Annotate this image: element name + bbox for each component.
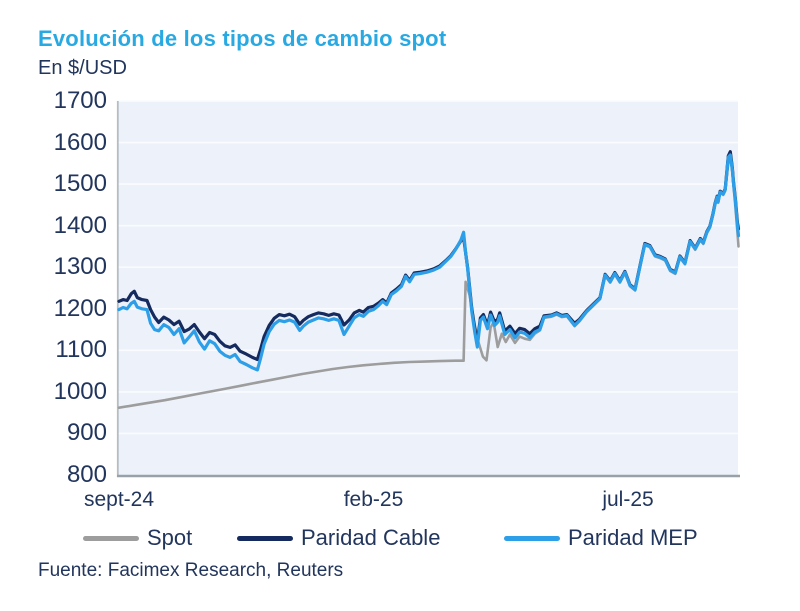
paridad-cable-line-swatch (237, 535, 293, 541)
y-tick-label: 1200 (53, 294, 107, 322)
x-tick-label: feb-25 (343, 488, 404, 511)
y-tick-label: 1400 (53, 211, 107, 239)
y-tick-label: 1700 (53, 87, 107, 114)
legend-item-paridad-cable: Paridad Cable (237, 525, 440, 551)
source-note: Fuente: Facimex Research, Reuters (38, 560, 344, 581)
y-tick-label: 1500 (53, 170, 107, 198)
y-tick-label: 1300 (53, 253, 107, 281)
y-tick-label: 900 (66, 419, 107, 447)
chart-title: Evolución de los tipos de cambio spot (38, 26, 447, 51)
legend-label-paridad-cable: Paridad Cable (301, 525, 441, 550)
legend-item-paridad-mep: Paridad MEP (504, 525, 698, 551)
y-tick-label: 1100 (55, 336, 107, 364)
y-tick-label: 1000 (53, 377, 107, 405)
spot-line-swatch (83, 535, 139, 541)
y-axis-unit-label: En $/USD (38, 57, 127, 79)
paridad-mep-line-swatch (504, 535, 560, 541)
legend-item-spot: Spot (83, 525, 192, 551)
x-tick-label: sept-24 (83, 488, 155, 511)
y-tick-label: 1600 (53, 128, 107, 156)
x-tick-label: jul-25 (602, 488, 654, 511)
legend-label-spot: Spot (147, 525, 193, 550)
legend-label-paridad-mep: Paridad MEP (568, 525, 698, 550)
y-tick-label: 800 (66, 461, 107, 488)
